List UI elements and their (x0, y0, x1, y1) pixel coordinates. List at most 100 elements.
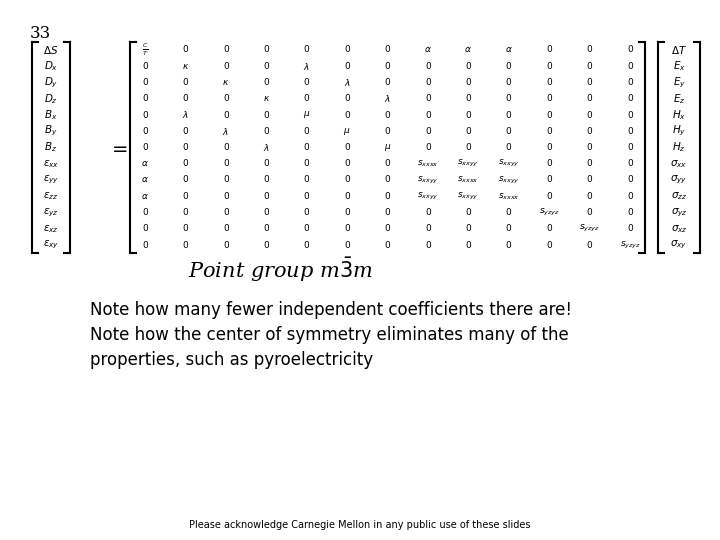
Text: $B_z$: $B_z$ (45, 140, 58, 154)
Text: 0: 0 (304, 143, 310, 152)
Text: 0: 0 (425, 94, 431, 103)
Text: $B_x$: $B_x$ (44, 108, 58, 122)
Text: 0: 0 (142, 78, 148, 87)
Text: 0: 0 (587, 176, 593, 185)
Text: $\alpha$: $\alpha$ (424, 45, 432, 55)
Text: 0: 0 (546, 45, 552, 55)
Text: 0: 0 (546, 176, 552, 185)
Text: 0: 0 (304, 45, 310, 55)
Text: $\kappa$: $\kappa$ (181, 62, 189, 71)
Text: 0: 0 (425, 224, 431, 233)
Text: $s_{xxyy}$: $s_{xxyy}$ (417, 191, 438, 202)
Text: $s_{xxyy}$: $s_{xxyy}$ (457, 158, 480, 170)
Text: $\sigma_{xx}$: $\sigma_{xx}$ (670, 158, 688, 170)
Text: 0: 0 (344, 159, 350, 168)
Text: 0: 0 (587, 143, 593, 152)
Text: $\epsilon_{zz}$: $\epsilon_{zz}$ (43, 191, 58, 202)
Text: $s_{xxxx}$: $s_{xxxx}$ (417, 159, 438, 169)
Text: 0: 0 (546, 94, 552, 103)
Text: 0: 0 (183, 159, 189, 168)
Text: 0: 0 (142, 127, 148, 136)
Text: 0: 0 (264, 45, 269, 55)
Text: 0: 0 (506, 94, 512, 103)
Text: 0: 0 (546, 111, 552, 119)
Text: 0: 0 (223, 159, 229, 168)
Text: 0: 0 (183, 94, 189, 103)
Text: 0: 0 (425, 62, 431, 71)
Text: 0: 0 (425, 111, 431, 119)
Text: 0: 0 (425, 78, 431, 87)
Text: 0: 0 (546, 62, 552, 71)
Text: 0: 0 (223, 143, 229, 152)
Text: $\kappa$: $\kappa$ (263, 94, 270, 103)
Text: 0: 0 (587, 208, 593, 217)
Text: 0: 0 (304, 208, 310, 217)
Text: 0: 0 (344, 45, 350, 55)
Text: $D_y$: $D_y$ (44, 75, 58, 90)
Text: 0: 0 (465, 94, 471, 103)
Text: 0: 0 (183, 127, 189, 136)
Text: 0: 0 (183, 240, 189, 249)
Text: 0: 0 (506, 224, 512, 233)
Text: 0: 0 (142, 94, 148, 103)
Text: 0: 0 (465, 143, 471, 152)
Text: 0: 0 (546, 127, 552, 136)
Text: 0: 0 (264, 78, 269, 87)
Text: 0: 0 (627, 62, 633, 71)
Text: 0: 0 (384, 78, 390, 87)
Text: 0: 0 (344, 208, 350, 217)
Text: 0: 0 (142, 143, 148, 152)
Text: $\sigma_{yz}$: $\sigma_{yz}$ (670, 206, 688, 219)
Text: $E_x$: $E_x$ (672, 59, 685, 73)
Text: 0: 0 (587, 94, 593, 103)
Text: 0: 0 (506, 240, 512, 249)
Text: $E_z$: $E_z$ (672, 92, 685, 106)
Text: 0: 0 (384, 208, 390, 217)
Text: $\lambda$: $\lambda$ (263, 142, 270, 153)
Text: $E_y$: $E_y$ (672, 75, 685, 90)
Text: 0: 0 (546, 192, 552, 201)
Text: 0: 0 (506, 127, 512, 136)
Text: 0: 0 (627, 45, 633, 55)
Text: $s_{xxyy}$: $s_{xxyy}$ (498, 158, 520, 170)
Text: 0: 0 (223, 192, 229, 201)
Text: 0: 0 (546, 78, 552, 87)
Text: 0: 0 (344, 111, 350, 119)
Text: 0: 0 (304, 224, 310, 233)
Text: $H_y$: $H_y$ (672, 124, 686, 138)
Text: $\alpha$: $\alpha$ (141, 192, 149, 201)
Text: 0: 0 (425, 127, 431, 136)
Text: 0: 0 (384, 240, 390, 249)
Text: 0: 0 (264, 192, 269, 201)
Text: $\sigma_{zz}$: $\sigma_{zz}$ (671, 191, 687, 202)
Text: $s_{yzyz}$: $s_{yzyz}$ (539, 207, 559, 218)
Text: 0: 0 (223, 45, 229, 55)
Text: Note how the center of symmetry eliminates many of the: Note how the center of symmetry eliminat… (90, 326, 569, 344)
Text: $\lambda$: $\lambda$ (303, 60, 310, 72)
Text: 0: 0 (264, 159, 269, 168)
Text: 0: 0 (627, 159, 633, 168)
Text: 0: 0 (304, 159, 310, 168)
Text: $s_{yzyz}$: $s_{yzyz}$ (619, 239, 641, 251)
Text: 0: 0 (264, 240, 269, 249)
Text: $\epsilon_{yz}$: $\epsilon_{yz}$ (43, 206, 59, 219)
Text: $=$: $=$ (108, 138, 128, 157)
Text: $\mu$: $\mu$ (384, 142, 391, 153)
Text: $\mu$: $\mu$ (343, 126, 351, 137)
Text: 0: 0 (183, 143, 189, 152)
Text: 0: 0 (183, 224, 189, 233)
Text: 0: 0 (627, 94, 633, 103)
Text: $s_{xxyy}$: $s_{xxyy}$ (457, 191, 480, 202)
Text: 0: 0 (304, 176, 310, 185)
Text: 0: 0 (587, 111, 593, 119)
Text: 0: 0 (425, 208, 431, 217)
Text: 0: 0 (223, 94, 229, 103)
Text: 0: 0 (304, 94, 310, 103)
Text: Please acknowledge Carnegie Mellon in any public use of these slides: Please acknowledge Carnegie Mellon in an… (189, 520, 531, 530)
Text: 0: 0 (384, 45, 390, 55)
Text: $\Delta S$: $\Delta S$ (43, 44, 58, 56)
Text: properties, such as pyroelectricity: properties, such as pyroelectricity (90, 351, 373, 369)
Text: 0: 0 (546, 224, 552, 233)
Text: $s_{xxyy}$: $s_{xxyy}$ (417, 174, 438, 186)
Text: 0: 0 (142, 224, 148, 233)
